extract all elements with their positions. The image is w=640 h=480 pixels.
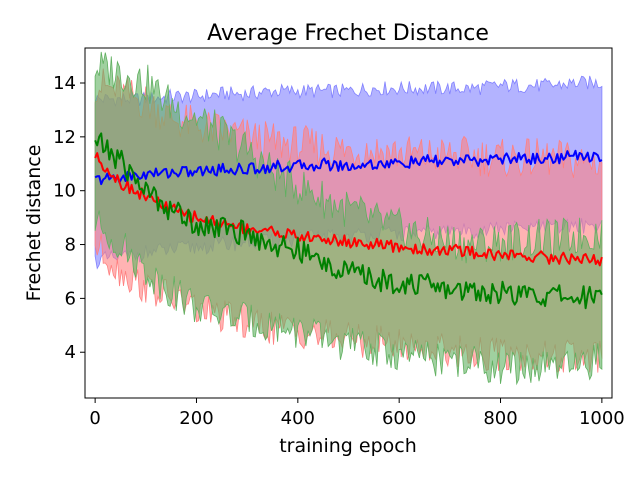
- x-tick-label: 400: [281, 408, 315, 429]
- x-tick-label: 1000: [579, 408, 625, 429]
- y-tick-label: 14: [53, 73, 76, 94]
- x-tick-label: 200: [179, 408, 213, 429]
- y-tick-label: 12: [53, 127, 76, 148]
- y-tick-label: 6: [65, 288, 76, 309]
- y-tick-label: 4: [65, 342, 76, 363]
- y-axis-label: Frechet distance: [23, 145, 45, 302]
- x-axis-ticks: 0 200 400 600 800 1000: [89, 398, 625, 429]
- confidence-bands: [94, 51, 603, 386]
- x-axis-label: training epoch: [279, 435, 417, 457]
- series-line-3: [94, 132, 603, 310]
- chart-title: Average Frechet Distance: [207, 21, 489, 46]
- y-axis-ticks: 4 6 8 10 12 14: [53, 73, 85, 363]
- x-tick-label: 600: [382, 408, 416, 429]
- x-tick-label: 0: [89, 408, 100, 429]
- x-tick-label: 800: [483, 408, 517, 429]
- y-tick-label: 10: [53, 181, 76, 202]
- plot-frame: [84, 47, 613, 399]
- y-tick-label: 8: [65, 235, 76, 256]
- series-line-1: [94, 149, 603, 186]
- series-lines: [94, 132, 603, 310]
